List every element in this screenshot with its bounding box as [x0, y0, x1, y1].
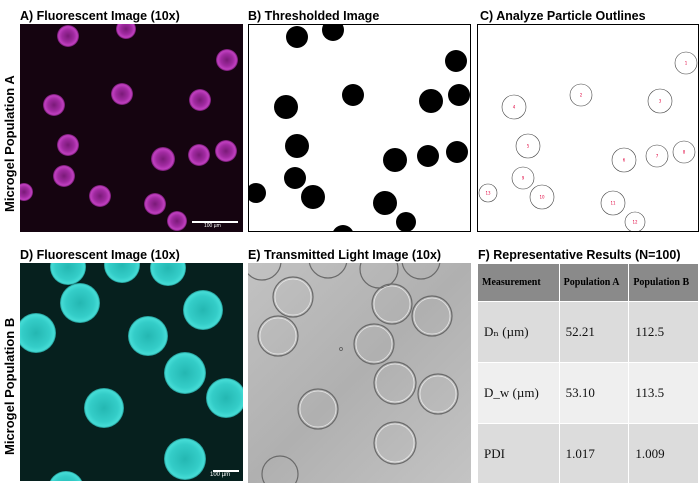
panel-b-label: B) Thresholded Image [248, 9, 380, 23]
particle-outline [529, 184, 555, 210]
panel-d-label: D) Fluorescent Image (10x) [20, 248, 180, 262]
table-row: PDI 1.017 1.009 [477, 423, 699, 483]
row-pdi-population-a: 1.017 [558, 423, 630, 483]
particle-number-label: 10 [539, 195, 545, 200]
particle-outline [647, 88, 673, 114]
row-dn-population-b: 112.5 [628, 301, 699, 363]
particle-outline [611, 147, 637, 173]
row-pdi-name: PDI [477, 423, 560, 483]
row-dn-name: Dₙ (µm) [477, 301, 560, 363]
table-row: D_w (µm) 53.10 113.5 [477, 362, 699, 424]
panel-a-fluorescent-image: 100 µm [20, 24, 243, 232]
row-dw-population-a: 53.10 [558, 362, 630, 424]
particle-number-label: 12 [632, 220, 638, 225]
particle-outline [674, 51, 698, 75]
panel-a-label: A) Fluorescent Image (10x) [20, 9, 180, 23]
particle-outline [569, 83, 593, 107]
particle-number-label: 7 [656, 154, 659, 159]
panel-e-transmitted-light-image [248, 263, 471, 483]
table-row: Dₙ (µm) 52.21 112.5 [477, 301, 699, 363]
particle-number-label: 2 [580, 93, 583, 98]
particle-number-label: 8 [683, 150, 686, 155]
panel-d-scalebar-label: 100 µm [210, 472, 231, 478]
particle-number-label: 4 [513, 105, 516, 110]
particle-number-label: 13 [485, 191, 491, 196]
header-measurement: Measurement [477, 263, 560, 302]
results-table: Measurement Population A Population B Dₙ… [477, 263, 699, 483]
panel-a-scalebar-label: 100 µm [204, 223, 221, 229]
particle-outline [478, 183, 498, 203]
panel-e-label: E) Transmitted Light Image (10x) [248, 248, 442, 262]
panel-f-results-table: Measurement Population A Population B Dₙ… [477, 263, 699, 483]
particle-outline [515, 133, 541, 159]
panel-d-svg [20, 263, 243, 481]
particle-number-label: 5 [527, 144, 530, 149]
particle-number-label: 9 [522, 176, 525, 181]
panel-c-particle-outlines: 1 2 3 4 5 6 7 8 9 10 11 12 13 [477, 24, 699, 232]
particle-outline [501, 94, 527, 120]
header-population-b: Population B [628, 263, 699, 302]
results-header-row: Measurement Population A Population B [477, 263, 699, 302]
particle-outline [645, 144, 669, 168]
header-population-a: Population A [558, 263, 630, 302]
panel-b-thresholded-image [248, 24, 471, 232]
row-dw-population-b: 113.5 [628, 362, 699, 424]
panel-b-svg [249, 25, 470, 231]
row-dw-name: D_w (µm) [477, 362, 560, 424]
row-label-population-b: Microgel Population B [2, 317, 17, 455]
particle-number-label: 11 [610, 201, 616, 206]
particle-number-label: 6 [623, 158, 626, 163]
particle-outline [624, 211, 646, 231]
panel-d-fluorescent-image: 100 µm [20, 263, 243, 481]
panel-c-label: C) Analyze Particle Outlines [480, 9, 646, 23]
row-pdi-population-b: 1.009 [628, 423, 699, 483]
particle-outline [511, 166, 535, 190]
panel-e-svg [248, 263, 471, 483]
row-label-population-a: Microgel Population A [2, 75, 17, 212]
particle-outline [672, 140, 696, 164]
particle-outline [600, 190, 626, 216]
particle-number-label: 3 [659, 99, 662, 104]
row-dn-population-a: 52.21 [558, 301, 630, 363]
particle-number-label: 1 [685, 61, 688, 66]
panel-a-svg [20, 24, 238, 231]
panel-f-label: F) Representative Results (N=100) [478, 248, 681, 262]
